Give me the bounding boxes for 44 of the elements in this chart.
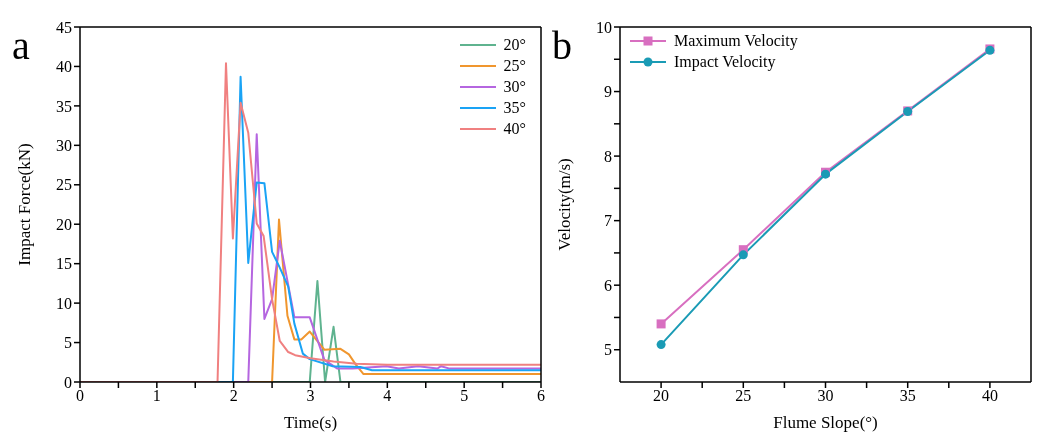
x-tick-label: 25 <box>735 387 752 405</box>
y-tick-label: 10 <box>596 18 612 36</box>
x-tick-label: 2 <box>229 387 238 405</box>
y-tick-label: 35 <box>56 97 72 115</box>
point <box>656 319 666 329</box>
x-tick-label: 40 <box>981 387 998 405</box>
x-tick-label: 30 <box>817 387 834 405</box>
x-tick-label: 5 <box>460 387 469 405</box>
legend-label: 40° <box>503 119 526 138</box>
text: b <box>552 23 572 68</box>
legend-label: 30° <box>503 77 526 96</box>
y-tick-label: 45 <box>56 18 72 36</box>
text: a <box>12 23 30 68</box>
y-tick-label: 5 <box>604 341 612 359</box>
point <box>738 250 748 260</box>
y-tick-label: 25 <box>56 176 72 194</box>
x-tick-label: 3 <box>306 387 315 405</box>
legend-label: 20° <box>503 35 526 54</box>
legend-label: Maximum Velocity <box>674 31 798 50</box>
x-tick-label: 0 <box>76 387 84 405</box>
x-axis-title: Time(s) <box>283 413 338 432</box>
x-axis-title: Flume Slope(°) <box>773 413 878 432</box>
y-tick-label: 0 <box>64 373 72 391</box>
y-tick-label: 15 <box>56 255 72 273</box>
y-tick-label: 30 <box>56 137 72 155</box>
y-tick-label: 6 <box>604 276 612 294</box>
y-tick-label: 9 <box>604 83 612 101</box>
y-tick-label: 20 <box>56 215 72 233</box>
y-axis-title: Velocity(m/s) <box>555 158 575 251</box>
y-tick-label: 8 <box>604 147 612 165</box>
y-tick-label: 40 <box>56 58 72 76</box>
point <box>656 340 666 350</box>
x-tick-label: 20 <box>653 387 670 405</box>
x-tick-label: 4 <box>383 387 392 405</box>
y-tick-label: 10 <box>56 294 72 312</box>
legend-label: 35° <box>503 98 526 117</box>
y-tick-label: 5 <box>64 334 72 352</box>
x-tick-label: 35 <box>899 387 916 405</box>
legend-label: 25° <box>503 56 526 75</box>
y-tick-label: 7 <box>604 212 612 230</box>
x-tick-label: 6 <box>537 387 545 405</box>
x-tick-label: 1 <box>152 387 161 405</box>
legend-label: Impact Velocity <box>674 52 776 71</box>
y-axis-title: Impact Force(kN) <box>15 143 35 266</box>
